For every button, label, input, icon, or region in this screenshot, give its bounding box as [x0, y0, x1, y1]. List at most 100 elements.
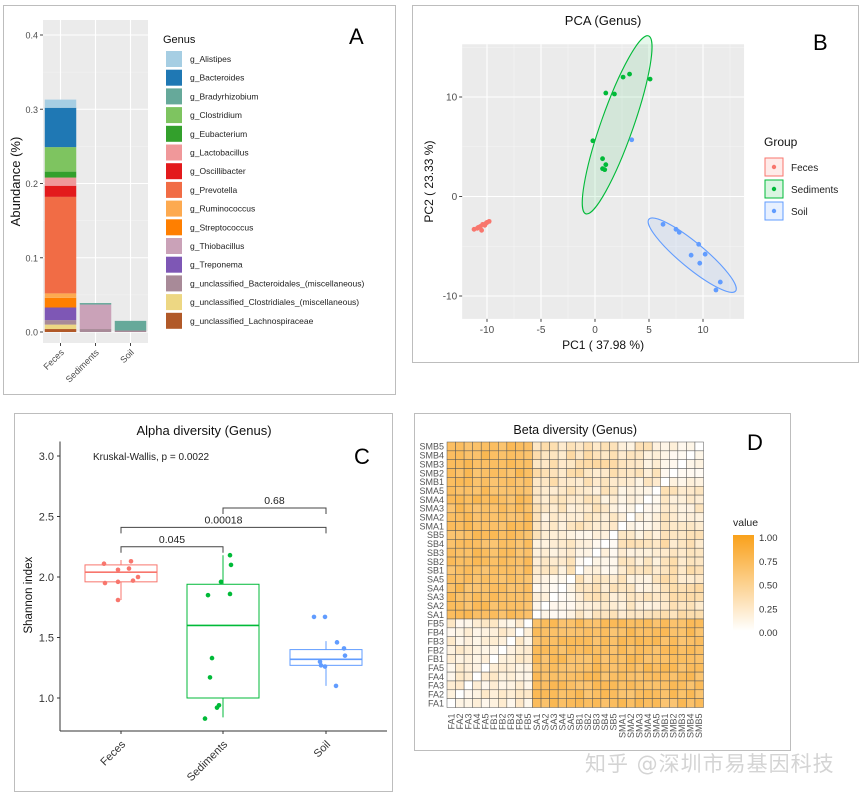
heatmap-cell	[498, 680, 508, 691]
heatmap-cell	[660, 698, 670, 708]
heatmap-cell	[592, 601, 602, 611]
heatmap-cell	[609, 645, 619, 655]
data-point	[227, 552, 233, 558]
heatmap-cell	[643, 539, 653, 549]
heatmap-cell	[583, 486, 593, 496]
heatmap-cell	[549, 450, 559, 460]
heatmap-cell	[566, 583, 576, 593]
heatmap-cell	[669, 530, 679, 540]
heatmap-cell	[506, 663, 516, 673]
box	[84, 564, 158, 583]
heatmap-cell	[540, 486, 550, 496]
heatmap-cell	[626, 539, 636, 549]
heatmap-cell	[592, 503, 602, 514]
x-tick-label: SB2	[583, 714, 593, 731]
heatmap-cell	[669, 574, 679, 584]
y-axis-label: Abundance (%)	[8, 137, 23, 227]
heatmap-cell	[600, 689, 610, 699]
heatmap-cell	[592, 680, 602, 691]
heatmap-cell	[540, 459, 550, 469]
heatmap-cell	[472, 636, 482, 646]
heatmap-cell	[480, 680, 490, 691]
legend-label: g_Bacteroides	[190, 73, 244, 83]
x-tick-label: FB3	[506, 714, 516, 731]
heatmap-cell	[669, 689, 679, 699]
heatmap-cell	[480, 671, 490, 682]
heatmap-cell	[686, 654, 696, 664]
heatmap-cell	[446, 503, 456, 514]
x-tick-label: 10	[697, 325, 709, 336]
heatmap-cell	[686, 521, 696, 531]
heatmap-cell	[532, 512, 542, 522]
heatmap-cell	[669, 494, 679, 505]
heatmap-cell	[489, 663, 499, 673]
significance-bracket	[222, 507, 327, 515]
heatmap-cell	[540, 671, 550, 682]
heatmap-cell	[600, 609, 610, 620]
heatmap-cell	[626, 477, 636, 487]
y-tick-label: SMA2	[419, 513, 444, 523]
y-tick-label: SA3	[427, 592, 444, 602]
heatmap-cell	[626, 450, 636, 460]
heatmap-cell	[626, 592, 636, 602]
heatmap-cell	[566, 486, 576, 496]
heatmap-cell	[446, 477, 456, 487]
heatmap-cell	[643, 574, 653, 584]
heatmap-cell	[575, 521, 585, 531]
heatmap-cell	[575, 503, 585, 514]
data-point	[696, 241, 702, 247]
heatmap-cell	[609, 468, 619, 478]
y-tick-label: FB3	[427, 636, 444, 646]
heatmap-cell	[540, 441, 550, 452]
y-tick-label: SA4	[427, 583, 444, 593]
heatmap-cell	[506, 521, 516, 531]
heatmap-cell	[515, 680, 525, 691]
heatmap-cell	[489, 512, 499, 522]
heatmap-cell	[566, 530, 576, 540]
heatmap-cell	[617, 574, 627, 584]
bar-segment	[44, 297, 77, 308]
y-tick-label: SMA3	[419, 504, 444, 514]
heatmap-cell	[600, 494, 610, 505]
heatmap-cell	[575, 609, 585, 620]
heatmap-cell	[523, 609, 533, 620]
heatmap-cell	[472, 477, 482, 487]
heatmap-cell	[609, 601, 619, 611]
heatmap-cell	[600, 592, 610, 602]
heatmap-cell	[506, 556, 516, 567]
x-tick-label: Feces	[42, 347, 67, 372]
heatmap-cell	[592, 477, 602, 487]
heatmap-cell	[583, 565, 593, 575]
heatmap-cell	[549, 512, 559, 522]
heatmap-cell	[446, 680, 456, 691]
data-point	[697, 260, 703, 266]
heatmap-cell	[463, 654, 473, 664]
heatmap-cell	[557, 618, 567, 629]
heatmap-cell	[480, 512, 490, 522]
heatmap-cell	[515, 574, 525, 584]
heatmap-cell	[609, 663, 619, 673]
heatmap-cell	[472, 565, 482, 575]
heatmap-cell	[498, 494, 508, 505]
x-tick-label: -10	[480, 325, 495, 336]
heatmap-cell	[583, 609, 593, 620]
heatmap-cell	[506, 565, 516, 575]
heatmap-cell	[506, 477, 516, 487]
heatmap-cell	[489, 698, 499, 708]
heatmap-cell	[643, 459, 653, 469]
heatmap-cell	[540, 601, 550, 611]
heatmap-cell	[575, 680, 585, 691]
heatmap-cell	[677, 468, 687, 478]
heatmap-cell	[549, 654, 559, 664]
heatmap-cell	[515, 671, 525, 682]
heatmap-cell	[532, 583, 542, 593]
heatmap-cell	[600, 601, 610, 611]
data-point	[612, 91, 617, 97]
heatmap-cell	[480, 450, 490, 460]
heatmap-cell	[523, 698, 533, 708]
heatmap-cell	[557, 539, 567, 549]
heatmap-cell	[617, 583, 627, 593]
heatmap-cell	[694, 468, 704, 478]
heatmap-cell	[472, 530, 482, 540]
